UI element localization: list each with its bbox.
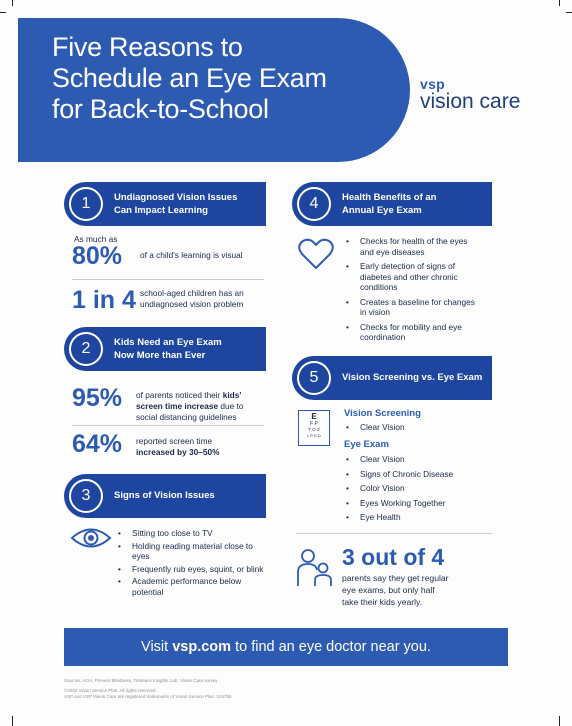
section-title: Undiagnosed Vision Issues Can Impact Lea… [114,191,237,217]
cta-prefix: Visit [141,639,169,655]
stat-64-percent: 64% [72,430,123,458]
stat-text-line: parents say they get regular [342,573,449,583]
section-title-line: Health Benefits of an [342,192,437,203]
section-title: Health Benefits of an Annual Eye Exam [342,191,437,217]
parents-stat-text: parents say they get regular eye exams, … [342,572,449,608]
list-item: Sitting too close to TV [114,528,264,539]
stat-text-line: of parents noticed their kids' [136,390,244,401]
crop-mark [559,0,560,6]
section-number: 2 [69,332,103,366]
list-item: Eyes Working Together [342,498,492,509]
vision-issue-signs-list: Sitting too close to TV Holding reading … [114,528,264,597]
section-4-header: 4 Health Benefits of an Annual Eye Exam [292,182,492,226]
divider [72,425,264,426]
crop-mark [559,716,560,726]
divider [296,533,492,534]
footer-copyright: ©2022 Vision Service Plan. All rights re… [64,688,157,693]
crop-mark [12,716,13,726]
list-item: Eye Health [342,512,492,523]
section-number: 4 [297,187,331,221]
vision-screening-list: Clear Vision [342,422,482,433]
title-line: Five Reasons to [52,32,243,62]
heart-icon [298,238,334,270]
logo-vision-care-text: vision care [420,90,521,113]
eye-exam-label: Eye Exam [344,439,389,450]
stat-3-out-of-4: 3 out of 4 [342,544,445,570]
list-item: Color Vision [342,483,492,494]
eye-chart-icon: E F P T O Z L P E D [298,410,330,446]
list-item: Clear Vision [342,422,482,433]
divider [72,279,264,280]
crop-mark [0,12,6,13]
stat-80-percent: 80% [72,242,123,270]
chart-row: T O Z [308,427,320,432]
section-3-header: 3 Signs of Vision Issues [64,474,266,518]
title-line: Schedule an Eye Exam [52,63,327,93]
vsp-link[interactable]: vsp.com [172,639,232,655]
section-1-header: 1 Undiagnosed Vision Issues Can Impact L… [64,182,266,226]
footer-trademark: VSP and VSP Vision Care are registered t… [64,694,232,699]
stat-text: school-aged children has an undiagnosed … [140,288,244,310]
stat-text: of a child's learning is visual [140,250,243,260]
section-number: 3 [69,479,103,513]
stat-text-line: reported screen time [136,436,213,446]
section-title: Vision Screening vs. Eye Exam [342,372,483,383]
list-item: Signs of Chronic Disease [342,469,492,480]
stat-1-in-4: 1 in 4 [72,286,136,314]
cta-banner: Visit vsp.com to find an eye doctor near… [64,628,508,666]
list-item: Holding reading material close to eyes [114,541,264,562]
stat-text: reported screen time increased by 30–50% [136,436,219,458]
stat-text-line: screen time increase due to [136,401,244,412]
section-5-header: 5 Vision Screening vs. Eye Exam [292,356,492,400]
chart-row: F P [310,421,318,427]
list-item: Creates a baseline for changes in vision [342,297,482,318]
section-title: Kids Need an Eye Exam Now More than Ever [114,336,222,362]
cta-suffix: to find an eye doctor near you. [235,639,431,655]
stat-text-line: eye exams, but only half [342,585,435,595]
stat-text-line: increased by 30–50% [136,447,220,457]
list-item: Clear Vision [342,454,492,465]
section-title: Signs of Vision Issues [114,490,215,501]
stat-text-line: undiagnosed vision problem [140,299,244,309]
list-item: Academic performance below potential [114,576,264,597]
title-banner: Five Reasons to Schedule an Eye Exam for… [18,18,410,162]
health-benefits-list: Checks for health of the eyes and eye di… [342,236,482,343]
list-item: Early detection of signs of diabetes and… [342,261,482,293]
section-number: 1 [69,187,103,221]
stat-prefix: As much as [74,234,118,244]
list-item: Frequently rub eyes, squint, or blink [114,564,264,575]
stat-text-line: school-aged children has an [140,288,244,298]
stat-95-percent: 95% [72,384,123,412]
page-title: Five Reasons to Schedule an Eye Exam for… [52,32,392,125]
section-title-line: Kids Need an Eye Exam [114,337,222,348]
stat-text: of parents noticed their kids' screen ti… [136,390,244,423]
section-title-line: Now More than Ever [114,350,206,361]
crop-mark [566,12,572,13]
list-item: Checks for health of the eyes and eye di… [342,236,482,257]
section-title-line: Annual Eye Exam [342,205,422,216]
footer-sources: Sources: AOA, Prevent Blindness, Tinbean… [64,678,218,683]
vsp-logo: vsp vision care [420,76,520,114]
eye-exam-list: Clear Vision Signs of Chronic Disease Co… [342,454,492,523]
stat-text-emphasis: screen time increase [136,401,219,411]
list-item: Checks for mobility and eye coordination [342,322,482,343]
stat-text-part: of parents noticed their [136,390,221,400]
parent-child-icon [296,548,334,588]
stat-text-line: social distancing guidelines [136,412,237,422]
chart-row: L P E D [307,432,321,438]
logo-vsp-text: vsp [420,76,446,92]
vision-screening-label: Vision Screening [344,408,421,419]
section-title-line: Undiagnosed Vision Issues [114,192,238,203]
stat-text-part: due to [220,401,244,411]
stat-text-emphasis: kids' [222,390,242,400]
stat-text-line: take their kids yearly. [342,597,423,607]
chart-row: E [311,412,317,421]
section-number: 5 [297,361,331,395]
eye-icon [70,527,112,549]
crop-mark [12,0,13,6]
section-2-header: 2 Kids Need an Eye Exam Now More than Ev… [64,327,266,371]
title-line: for Back-to-School [52,94,269,124]
section-title-line: Can Impact Learning [114,205,208,216]
